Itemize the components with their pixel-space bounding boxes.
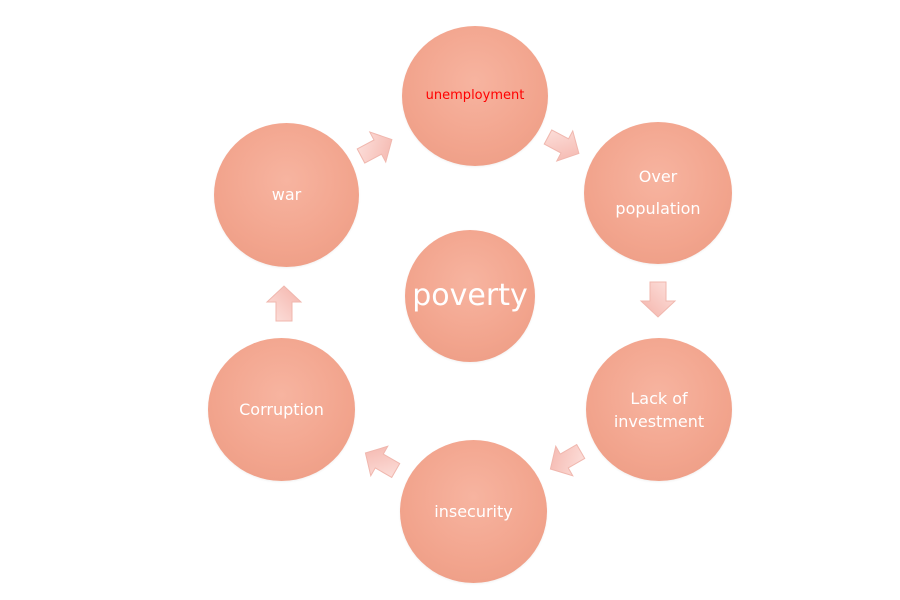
node-war-label: war bbox=[271, 185, 302, 204]
node-poverty-center: poverty bbox=[405, 230, 535, 362]
node-lack-line2: investment bbox=[613, 411, 705, 431]
node-insecurity-label: insecurity bbox=[434, 501, 513, 521]
node-corruption-label: Corruption bbox=[239, 399, 324, 419]
arrow-war-to-unemployment bbox=[352, 124, 401, 172]
node-unemployment: unemployment bbox=[402, 26, 548, 166]
node-lack-of-investment-text: Lack of investment bbox=[614, 387, 704, 433]
node-war: war bbox=[214, 123, 359, 267]
node-corruption: Corruption bbox=[208, 338, 355, 481]
node-over-population-line2: population bbox=[615, 199, 701, 218]
node-over-population-line1: Over bbox=[638, 167, 678, 186]
node-unemployment-label: unemployment bbox=[425, 88, 525, 103]
node-insecurity: insecurity bbox=[400, 440, 547, 583]
arrow-corruption-to-war bbox=[266, 285, 302, 322]
node-poverty-label: poverty bbox=[412, 278, 528, 313]
arrow-overpopulation-to-lack bbox=[640, 281, 676, 318]
node-over-population: Over population bbox=[584, 122, 732, 264]
arrow-unemployment-to-overpopulation bbox=[539, 121, 588, 169]
node-lack-of-investment: Lack of investment bbox=[586, 338, 732, 481]
arrow-lack-to-insecurity bbox=[541, 436, 590, 485]
node-over-population-text: Over population bbox=[615, 161, 700, 225]
arrow-insecurity-to-corruption bbox=[356, 437, 405, 486]
node-lack-line1: Lack of bbox=[630, 388, 688, 408]
